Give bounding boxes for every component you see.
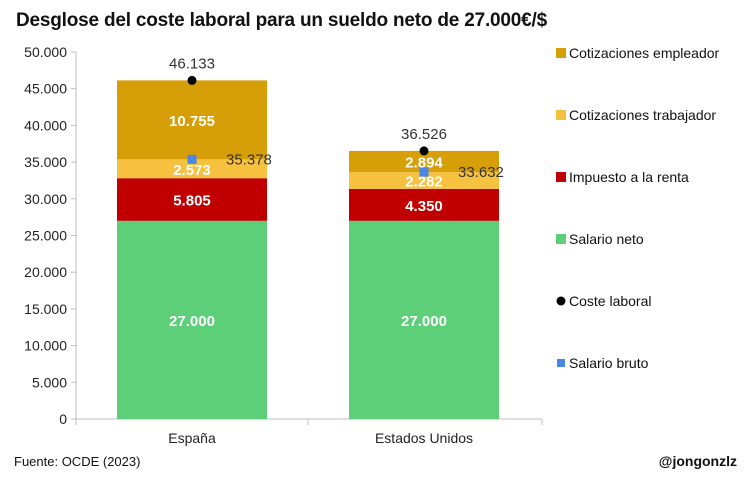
bar-cotizaciones-empleador-espana	[117, 80, 267, 160]
y-tick-label: 25.000	[24, 228, 67, 244]
data-label-cotizaciones-trabajador: 2.573	[173, 162, 211, 179]
y-tick-label: 50.000	[24, 44, 67, 60]
bar-salario-neto-espana	[117, 220, 267, 419]
legend-label-coste-laboral: Coste laboral	[569, 293, 652, 309]
marker-label-salario-bruto: 33.632	[458, 164, 504, 181]
data-label-impuesto-a-la-renta: 4.350	[405, 198, 443, 215]
marker-salario-bruto-espana	[187, 154, 197, 164]
y-tick-label: 15.000	[24, 301, 67, 317]
data-label-cotizaciones-trabajador: 2.282	[405, 174, 443, 191]
marker-coste-laboral-espana	[187, 75, 197, 85]
bar-impuesto-a-la-renta-espana	[117, 178, 267, 221]
marker-label-coste-laboral: 36.526	[401, 126, 447, 143]
legend-swatch-impuesto-a-la-renta	[556, 172, 566, 182]
marker-label-salario-bruto: 35.378	[226, 151, 272, 168]
legend-label-salario-neto: Salario neto	[569, 231, 644, 247]
legend-swatch-cotizaciones-empleador	[556, 48, 566, 58]
y-tick-label: 30.000	[24, 191, 67, 207]
bar-cotizaciones-trabajador-espana	[117, 159, 267, 179]
legend-label-cotizaciones-empleador: Cotizaciones empleador	[569, 45, 720, 61]
bar-cotizaciones-trabajador-estados-unidos	[349, 172, 499, 189]
y-tick-label: 5.000	[32, 374, 67, 390]
bar-impuesto-a-la-renta-estados-unidos	[349, 188, 499, 221]
data-label-salario-neto: 27.000	[401, 313, 447, 330]
data-label-impuesto-a-la-renta: 5.805	[173, 193, 211, 210]
legend-swatch-cotizaciones-trabajador	[556, 110, 566, 120]
legend-label-impuesto-a-la-renta: Impuesto a la renta	[569, 169, 689, 185]
legend-swatch-coste-laboral	[556, 296, 566, 306]
y-tick-label: 10.000	[24, 338, 67, 354]
chart-title: Desglose del coste laboral para un sueld…	[16, 10, 547, 31]
data-label-salario-neto: 27.000	[169, 313, 215, 330]
y-tick-label: 40.000	[24, 117, 67, 133]
x-tick-label: España	[168, 430, 216, 446]
source-note: Fuente: OCDE (2023)	[14, 454, 141, 469]
marker-salario-bruto-estados-unidos	[419, 167, 429, 177]
bar-salario-neto-estados-unidos	[349, 220, 499, 419]
legend-swatch-salario-neto	[556, 234, 566, 244]
y-tick-label: 45.000	[24, 81, 67, 97]
bar-cotizaciones-empleador-estados-unidos	[349, 150, 499, 173]
legend-swatch-salario-bruto	[557, 359, 565, 367]
y-tick-label: 0	[59, 411, 67, 427]
y-tick-label: 35.000	[24, 154, 67, 170]
legend-label-cotizaciones-trabajador: Cotizaciones trabajador	[569, 107, 716, 123]
data-label-cotizaciones-empleador: 2.894	[405, 155, 443, 172]
marker-label-coste-laboral: 46.133	[169, 55, 215, 72]
marker-coste-laboral-estados-unidos	[419, 146, 429, 156]
x-tick-label: Estados Unidos	[375, 430, 473, 446]
data-label-cotizaciones-empleador: 10.755	[169, 113, 215, 130]
y-tick-label: 20.000	[24, 264, 67, 280]
author-credit: @jongonzlz	[658, 453, 737, 469]
legend-label-salario-bruto: Salario bruto	[569, 355, 649, 371]
